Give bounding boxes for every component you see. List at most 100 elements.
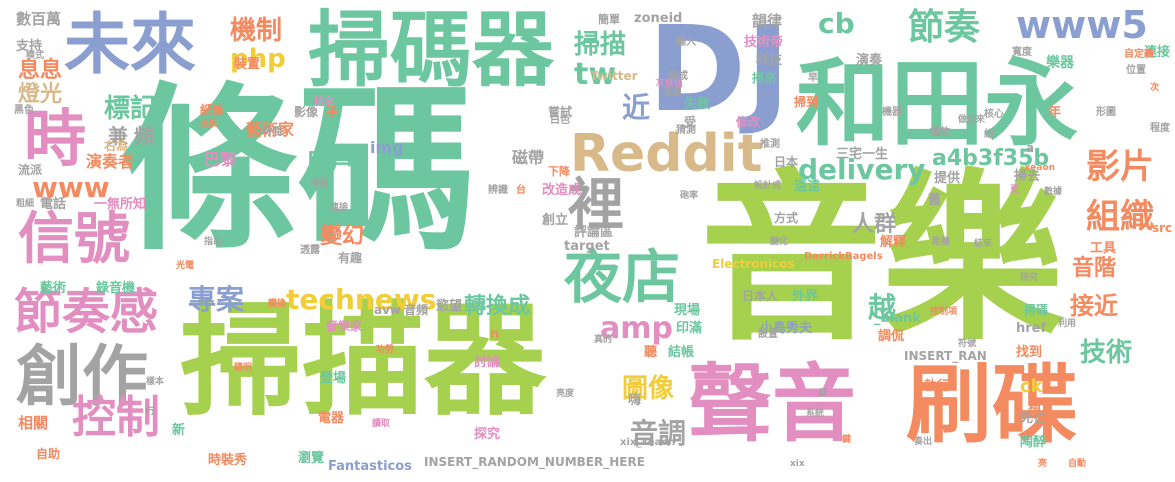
word: 輸入 [676,37,696,48]
word: 亮度 [556,389,575,399]
word: href [1016,321,1047,336]
word: 寬度 [1012,47,1032,58]
word: 聽 [644,345,658,360]
word: 燈光 [18,82,63,107]
word: 年 [1048,105,1062,120]
word: 機制 [230,16,283,46]
word: 推測 [760,139,780,150]
word: 舊 [928,193,942,208]
word: 藝術家 [246,120,295,139]
word: 條碼 [120,67,476,274]
word: 數百萬 [16,10,62,28]
word: 裝置 [234,57,261,72]
word: 陶醉 [1020,435,1047,450]
word: 流派 [18,163,43,177]
word: 聰明 [234,363,253,373]
word: 研究 [1020,273,1039,283]
word: 工具 [1090,241,1117,256]
word: 支持 [16,39,43,54]
word: 評論區 [574,225,614,240]
word: 巴黎 [204,150,237,169]
word: 特定 [314,97,334,108]
word: 速度 [200,119,219,129]
word: 灰度值 [656,79,684,89]
word: 控制 [72,392,160,443]
word: 下降 [548,165,570,178]
word: 印滿 [676,321,703,336]
word: 死亡 [1020,411,1047,426]
word: 憑證 [310,179,329,189]
word: 調侃 [878,329,905,344]
word: 瀏覽 [298,451,325,466]
word: 右為 [104,139,129,153]
word: 程度 [1150,123,1170,134]
word: 辨識 [488,185,508,196]
word: 日本 [774,155,799,169]
word: 更 [1010,185,1020,195]
word: 掃碼 [1024,303,1049,317]
word: 掃來 [752,71,777,85]
word: 音頻 [404,303,429,317]
word: 現場 [674,303,701,318]
word: 符號 [958,339,977,349]
word: 刷碟 [906,355,1078,455]
word: 猜測 [676,125,696,136]
word: 探究 [474,427,501,442]
word: 嘗試 [548,105,573,119]
word: 結帳 [668,345,695,360]
word: 音樂家 [326,319,363,333]
word: 讀取 [372,419,391,429]
word: 改造成 [542,183,582,198]
word: 數據 [1044,187,1063,197]
word: 影片 [1086,147,1154,187]
word: 信號 [18,207,130,272]
word: 白色 [550,115,570,126]
word: Twitter [590,69,638,83]
word: 新 [172,423,186,438]
word: 登場 [320,371,347,386]
word: xix [790,459,805,469]
word: 創作 [16,338,148,415]
word: 專案 [188,283,245,316]
word: 看成 [668,71,688,82]
word: 遠遠 [794,179,821,194]
word: 播放 [930,127,950,138]
word: 解釋 [880,235,907,250]
word: target [564,239,610,254]
word: 砲率 [680,191,699,201]
word: 影像 [294,105,319,119]
word: 三宅一生 [836,147,889,162]
word: _xeaon [1020,163,1056,173]
word: 外界 [792,289,819,304]
word: 距離 [932,237,951,247]
word: 自動 [1068,459,1087,469]
word: 想 [1028,403,1042,418]
word: 慾望 [436,299,463,314]
word: 樣本 [146,377,165,387]
word: 自助 [36,447,61,461]
word: 兼 [108,124,128,148]
word: 系統 [806,409,825,419]
word: _blank [874,311,921,326]
word: 樂器 [1046,55,1074,71]
word: 發 [818,389,828,399]
word: 日本人 [742,289,779,303]
word: 掃碼器 [308,3,555,98]
word: 台 [516,185,526,196]
word: avw [374,303,402,317]
word: 掃到 [794,95,819,109]
word: 越 [868,291,897,324]
word: 音樂 [700,153,1064,365]
word: delivery [798,153,926,186]
word: 鍵 [842,435,852,445]
word: 近 [622,91,651,124]
word: 技術 [1080,338,1133,368]
word: 科技 [756,53,783,68]
word: INSERT_RANDOM_NUMBER_HERE [424,455,645,469]
word: 時間 [262,127,282,138]
word: 韻律 [752,12,783,30]
word: 執行 [924,379,951,394]
word: 掃去 [1014,169,1041,184]
word: 失敗 [684,97,711,112]
word: 核心 [984,109,1004,120]
